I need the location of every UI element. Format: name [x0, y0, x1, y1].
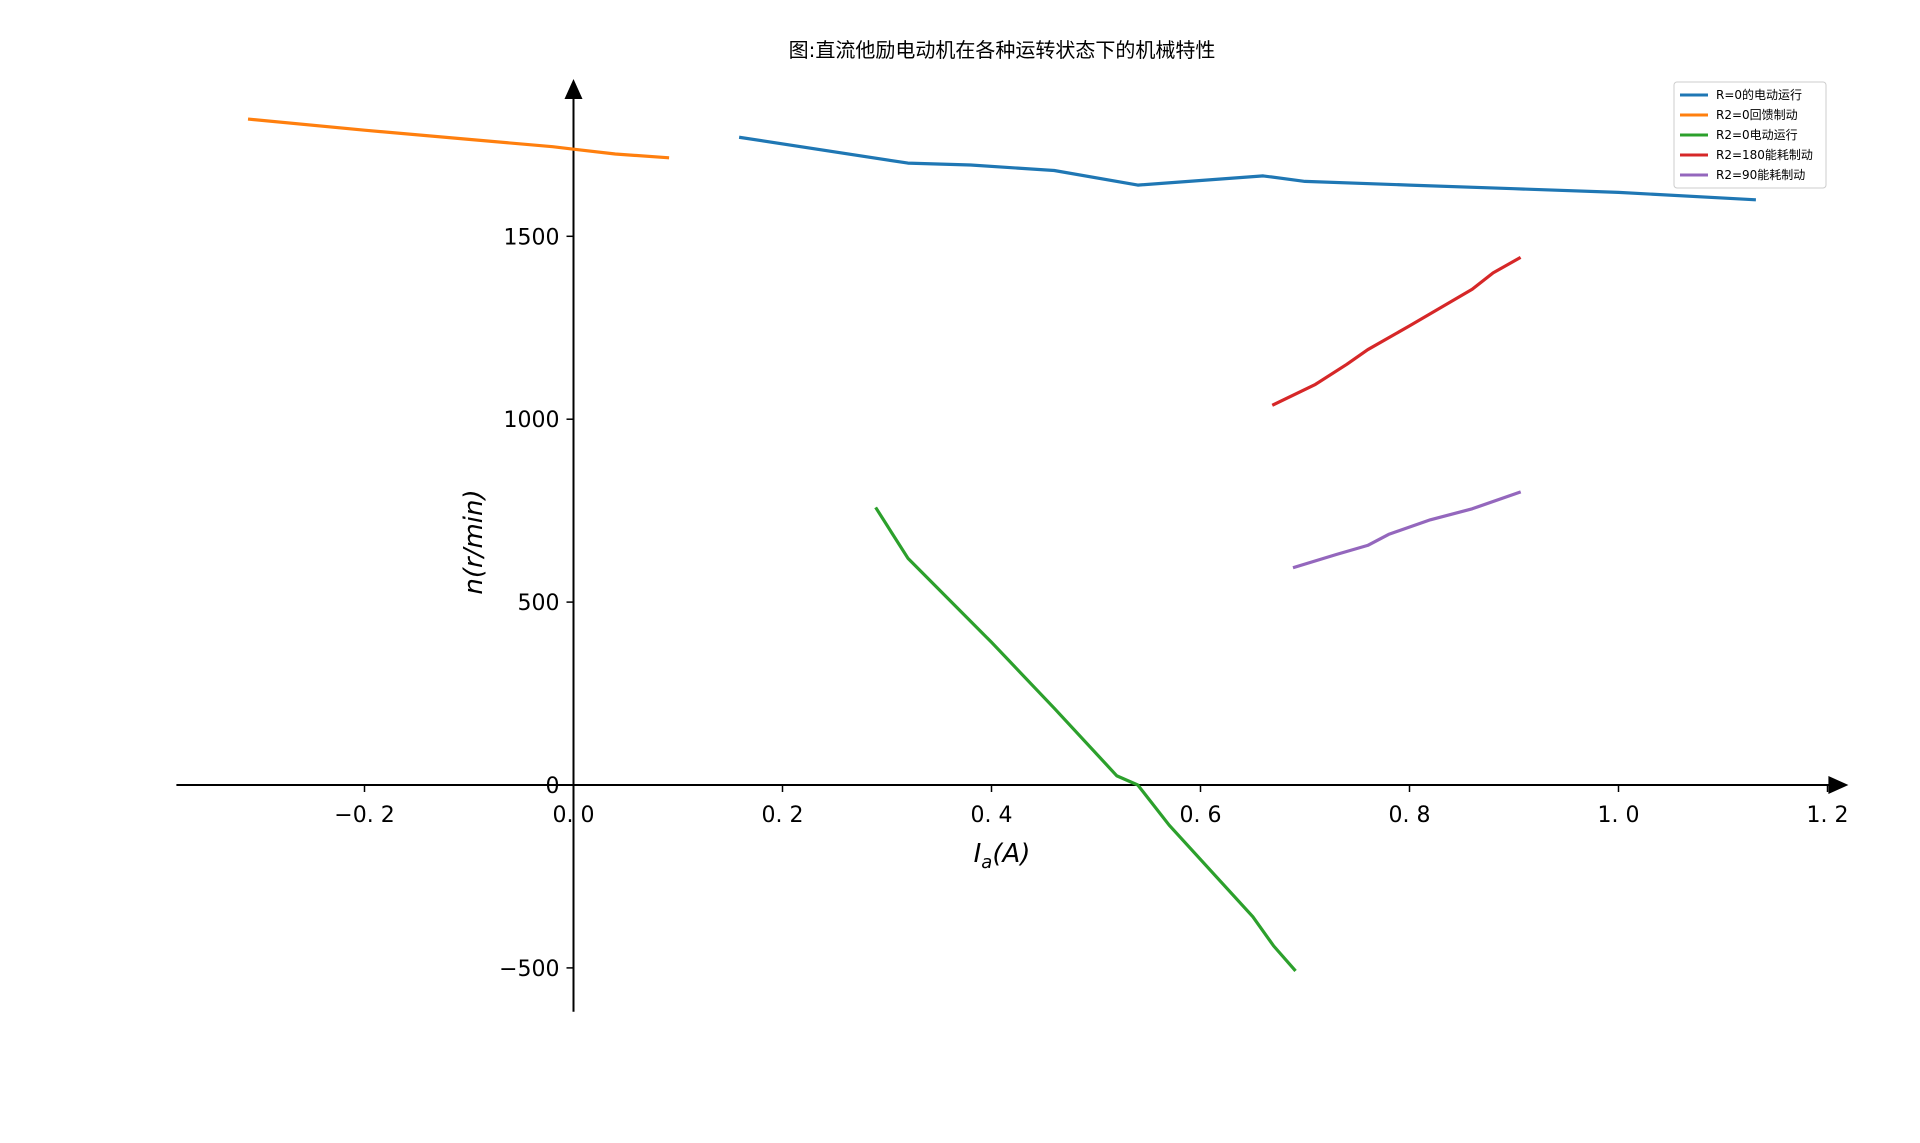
y-tick-label: 1000 [504, 408, 560, 433]
legend-label: R=0的电动运行 [1716, 87, 1802, 102]
legend-box [1673, 81, 1827, 189]
x-tick-label: 0. 6 [1180, 803, 1222, 828]
y-tick-label: −500 [499, 957, 559, 982]
series-layer [247, 117, 1756, 972]
x-axis-arrow [1828, 776, 1849, 794]
x-tick-label: −0. 2 [334, 803, 394, 828]
series-line-3 [874, 506, 1297, 972]
series-line-4 [1271, 256, 1522, 407]
x-tick-label: 0. 8 [1389, 803, 1431, 828]
series-line-2 [247, 117, 670, 160]
x-axis-label: Ia(A) [974, 839, 1031, 873]
legend: R=0的电动运行 R2=0回馈制动 R2=0电动运行 R2=180能耗制动 R2=90能… [1673, 81, 1827, 189]
y-tick-label: 0 [546, 774, 560, 799]
y-tick-label: 1500 [504, 225, 560, 250]
legend-label: R2=0回馈制动 [1716, 108, 1798, 122]
x-tick-label: 1. 0 [1598, 803, 1640, 828]
x-tick-label: 0. 4 [971, 803, 1013, 828]
x-tick-label: 1. 2 [1807, 803, 1849, 828]
legend-label: R2=90能耗制动 [1716, 168, 1805, 182]
x-tick-label: 0. 2 [762, 803, 804, 828]
legend-label: R2=180能耗制动 [1716, 148, 1813, 162]
chart-title: 图:直流他励电动机在各种运转状态下的机械特性 [789, 38, 1216, 62]
legend-label: R2=0电动运行 [1716, 128, 1798, 142]
axes: −0. 2 0. 0 0. 2 0. 4 0. 6 0. 8 1. 0 1. 2 −500 0 50… [176, 79, 1848, 1012]
x-tick-label: 0. 0 [553, 803, 595, 828]
series-line-5 [1292, 490, 1522, 570]
y-tick-label: 500 [518, 591, 560, 616]
series-line-1 [738, 135, 1756, 202]
y-axis-arrow [564, 79, 583, 100]
y-axis-label: n(r/min) [459, 489, 489, 594]
